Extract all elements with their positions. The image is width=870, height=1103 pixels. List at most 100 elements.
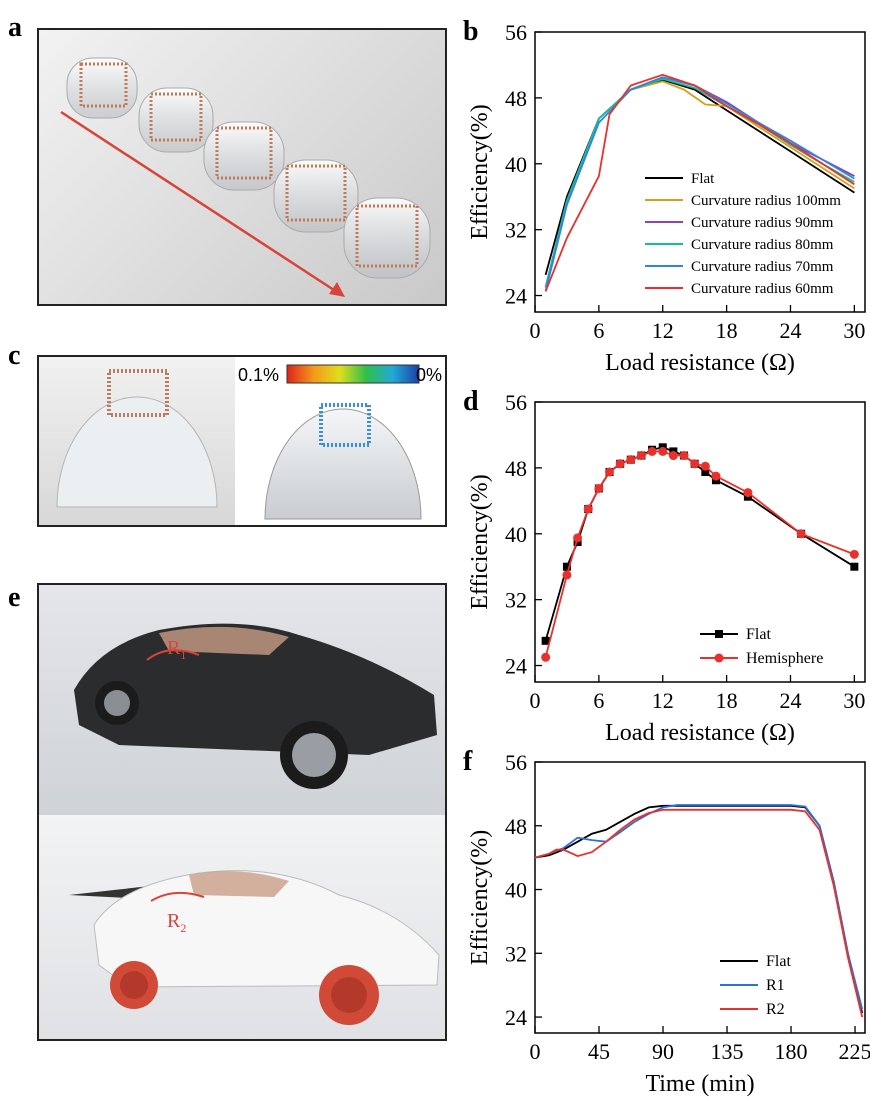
y-tick-label: 24: [505, 654, 527, 679]
x-tick-label: 18: [716, 318, 738, 343]
y-tick-label: 24: [505, 284, 527, 309]
chart-d-svg: d 0 6 12 18 24 30 24 32 40 48 56 Load resistance (Ω)…: [463, 386, 866, 746]
y-tick-label: 48: [505, 814, 527, 839]
data-point: [658, 446, 668, 456]
panel-label-e: e: [8, 582, 21, 613]
data-point: [626, 455, 636, 465]
panel-label-f: f: [463, 746, 473, 777]
colorbar: [286, 364, 420, 384]
data-point: [700, 461, 710, 471]
y-tick-label: 24: [505, 1005, 527, 1030]
x-tick-label: 180: [775, 1039, 808, 1064]
x-tick-label: 30: [843, 318, 865, 343]
data-point: [849, 549, 859, 559]
legend-label: Flat: [746, 626, 771, 643]
panel-label-b: b: [463, 16, 479, 47]
y-tick-label: 56: [505, 390, 527, 415]
y-tick-label: 40: [505, 878, 527, 903]
series-line-flat: [534, 804, 864, 1014]
y-axis-label: Efficiency(%): [467, 830, 493, 965]
y-axis-label: Efficiency(%): [467, 474, 493, 609]
photo-panel-c: [37, 355, 447, 527]
y-tick-label: 32: [505, 218, 527, 243]
series-line-curvature-radius-60mm: [544, 73, 855, 292]
legend-label: Curvature radius 90mm: [691, 215, 834, 231]
legend-label: R1: [766, 977, 785, 994]
coil-tube: [343, 197, 431, 279]
x-tick-label: 225: [839, 1039, 870, 1064]
x-tick-label: 0: [530, 318, 541, 343]
x-tick-label: 6: [593, 688, 604, 713]
y-tick-label: 40: [505, 152, 527, 177]
y-tick-label: 56: [505, 750, 527, 775]
chart-d: d 0 6 12 18 24 30 24 32 40 48 56 Load resistance (Ω)…: [455, 382, 870, 752]
y-tick-label: 32: [505, 941, 527, 966]
data-point: [701, 468, 710, 476]
data-point: [541, 636, 550, 645]
coil-tube: [203, 121, 285, 191]
x-tick-label: 12: [652, 318, 674, 343]
legend-marker: [715, 630, 723, 638]
legend-label: Curvature radius 70mm: [691, 259, 834, 275]
x-tick-label: 12: [652, 688, 674, 713]
r1-label: R1: [167, 637, 187, 662]
chart-f-svg: f 0 45 90 135 180 225 24 32 40 48 56 Time (min) Effic…: [463, 746, 870, 1097]
data-point: [711, 471, 721, 481]
panel-label-d: d: [463, 386, 479, 417]
x-tick-label: 24: [779, 318, 801, 343]
r2-label: R2: [167, 910, 187, 935]
colorbar-min-label: 0%: [416, 365, 443, 385]
data-point: [668, 451, 678, 461]
photo-panel-a: [37, 28, 447, 306]
legend-label: Flat: [691, 171, 715, 187]
x-tick-label: 6: [593, 318, 604, 343]
plot-frame: [534, 401, 866, 683]
x-axis-label: Load resistance (Ω): [605, 350, 795, 376]
colorbar-max-label: 0.1%: [238, 365, 280, 385]
data-point: [743, 488, 753, 498]
data-point: [605, 467, 615, 477]
data-point: [647, 446, 657, 456]
legend-label: Curvature radius 80mm: [691, 237, 834, 253]
data-point: [679, 451, 689, 461]
data-point: [850, 562, 859, 571]
y-tick-label: 40: [505, 522, 527, 547]
chart-b-svg: b 0 6 12 18 24 30 24 32 40 48 56 Load resistance (Ω)…: [463, 16, 866, 376]
black-car-photo: [39, 585, 445, 815]
x-tick-label: 24: [779, 688, 801, 713]
coil-tube: [66, 57, 138, 119]
legend-label: Curvature radius 100mm: [691, 193, 841, 209]
data-point: [796, 529, 806, 539]
x-tick-label: 18: [716, 688, 738, 713]
data-point: [541, 652, 551, 662]
chart-f: f 0 45 90 135 180 225 24 32 40 48 56 Time (min) Effic…: [455, 742, 870, 1103]
coil-tube: [273, 159, 359, 233]
data-point: [594, 483, 604, 493]
series-line-flat: [544, 446, 855, 642]
series-line-r1: [534, 804, 864, 1010]
x-tick-label: 45: [588, 1039, 610, 1064]
fem-strain-map: [235, 357, 445, 525]
plot-frame: [534, 761, 866, 1034]
legend-label: Flat: [766, 953, 791, 970]
series-line-hemisphere: [544, 450, 855, 658]
y-axis-label: Efficiency(%): [467, 104, 493, 239]
data-point: [690, 459, 700, 469]
y-tick-label: 56: [505, 20, 527, 45]
panel-label-a: a: [8, 12, 22, 43]
x-tick-label: 135: [711, 1039, 744, 1064]
legend-label: R2: [766, 1001, 785, 1018]
plot-frame: [534, 31, 866, 313]
coil-tube: [138, 87, 214, 153]
hemisphere-photo: [39, 357, 235, 525]
data-point: [583, 504, 593, 514]
x-axis-label: Load resistance (Ω): [605, 720, 795, 746]
x-tick-label: 0: [530, 1039, 541, 1064]
y-tick-label: 48: [505, 86, 527, 111]
legend-marker: [714, 653, 724, 663]
flexible-coils-illustration: [60, 57, 431, 297]
chart-b: b 0 6 12 18 24 30 24 32 40 48 56 Load resistance (Ω)…: [455, 12, 870, 382]
curvature-arrow: [60, 110, 345, 297]
x-tick-label: 0: [530, 688, 541, 713]
y-tick-label: 48: [505, 456, 527, 481]
